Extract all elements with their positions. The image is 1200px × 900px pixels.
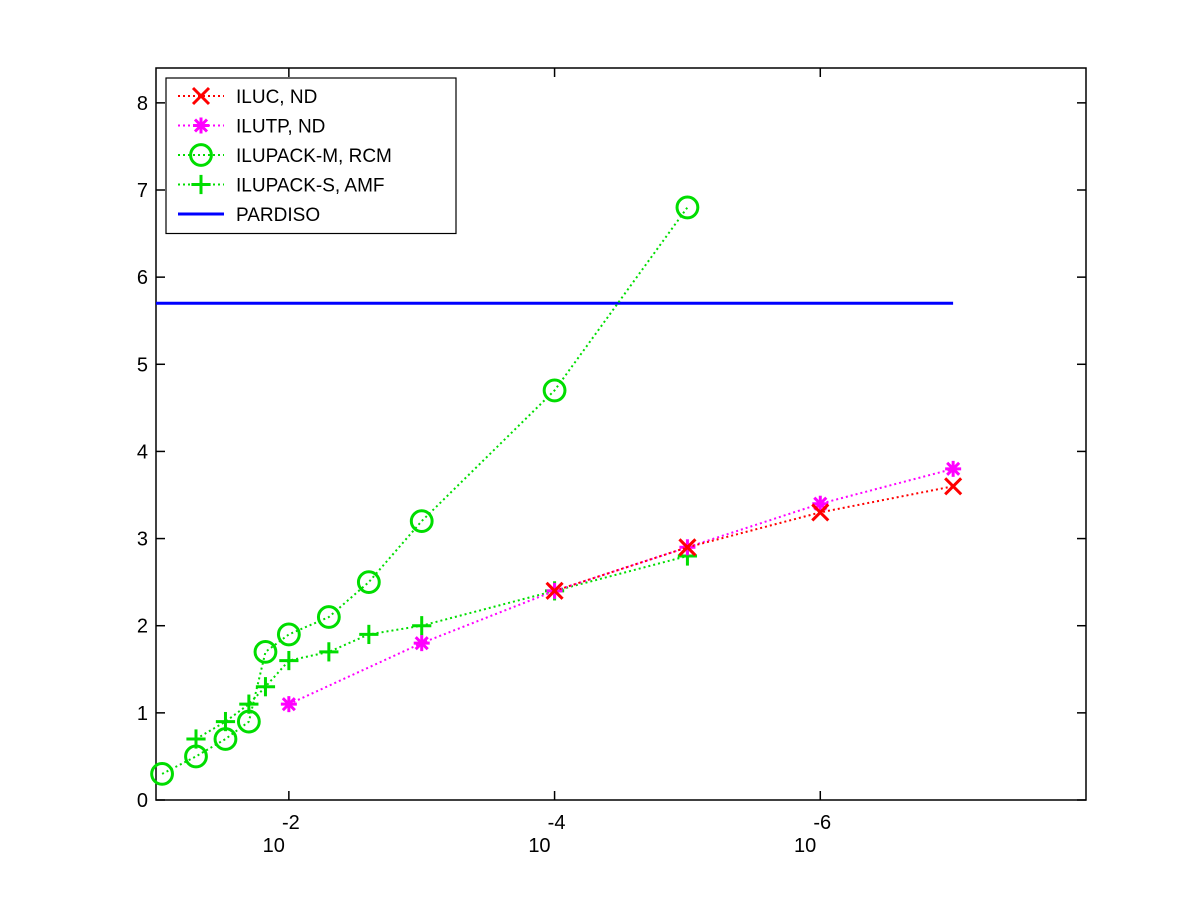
legend-label: ILUPACK-S, AMF (236, 176, 385, 197)
x-tick-label-exponent: -6 (813, 812, 831, 834)
legend-label: ILUC, ND (236, 87, 317, 108)
y-tick-label: 5 (137, 354, 148, 376)
y-tick-label: 8 (137, 93, 148, 115)
legend-entry-ilupack-m-rcm: ILUPACK-M, RCM (178, 143, 392, 167)
data-point-ilupack-m-rcm (316, 605, 341, 629)
data-point-ilupack-m-rcm (675, 195, 700, 220)
legend-marker-swatch (193, 118, 209, 133)
series-iluc-nd (545, 477, 963, 600)
data-point-ilupack-m-rcm (236, 709, 261, 734)
x-tick-label-base: 10 (263, 835, 285, 857)
data-point-ilupack-m-rcm (409, 509, 434, 534)
data-point-ilupack-m-rcm (184, 744, 208, 769)
y-tick-label: 6 (137, 267, 148, 289)
data-point-ilutp-nd (946, 461, 961, 476)
y-tick-label: 0 (137, 790, 148, 812)
y-tick-label: 7 (137, 180, 148, 202)
data-point-iluc-nd (811, 503, 830, 522)
data-point-iluc-nd (944, 477, 963, 496)
data-point-iluc-nd (678, 538, 697, 557)
series-ilupack-m-rcm (150, 195, 700, 786)
data-point-ilupack-m-rcm (542, 378, 567, 403)
data-point-ilupack-m-rcm (276, 622, 301, 647)
legend-marker-swatch (191, 86, 211, 106)
legend-entry-pardiso: PARDISO (178, 205, 320, 226)
data-point-ilutp-nd (281, 697, 296, 712)
data-point-iluc-nd (545, 581, 564, 600)
legend-label: PARDISO (236, 205, 320, 226)
legend-label: ILUPACK-M, RCM (236, 146, 392, 167)
legend-entry-iluc-nd: ILUC, ND (178, 86, 317, 108)
data-point-ilupack-m-rcm (150, 761, 174, 786)
x-tick-label-base: 10 (794, 835, 816, 857)
y-tick-label: 2 (137, 616, 148, 638)
x-tick-label-exponent: -4 (548, 812, 566, 834)
legend-entry-ilupack-s-amf: ILUPACK-S, AMF (178, 174, 385, 197)
data-point-ilupack-m-rcm (356, 570, 381, 595)
x-tick-label-base: 10 (528, 835, 550, 857)
data-point-ilutp-nd (414, 636, 429, 651)
data-point-ilupack-m-rcm (253, 639, 278, 664)
y-tick-label: 1 (137, 703, 148, 725)
series-line-ilutp-nd (288, 467, 954, 706)
y-tick-label: 4 (137, 441, 148, 463)
data-point-ilupack-m-rcm (213, 727, 238, 751)
x-tick-label-exponent: -2 (282, 812, 300, 834)
legend-label: ILUTP, ND (236, 117, 325, 138)
legend: ILUC, ND ILUTP, ND ILUPACK-M, RCM ILUPACK-S… (165, 77, 457, 235)
legend-marker-swatch (189, 143, 213, 167)
series-layer (150, 195, 963, 786)
y-tick-label: 3 (137, 529, 148, 551)
legend-entry-ilutp-nd: ILUTP, ND (178, 117, 325, 138)
